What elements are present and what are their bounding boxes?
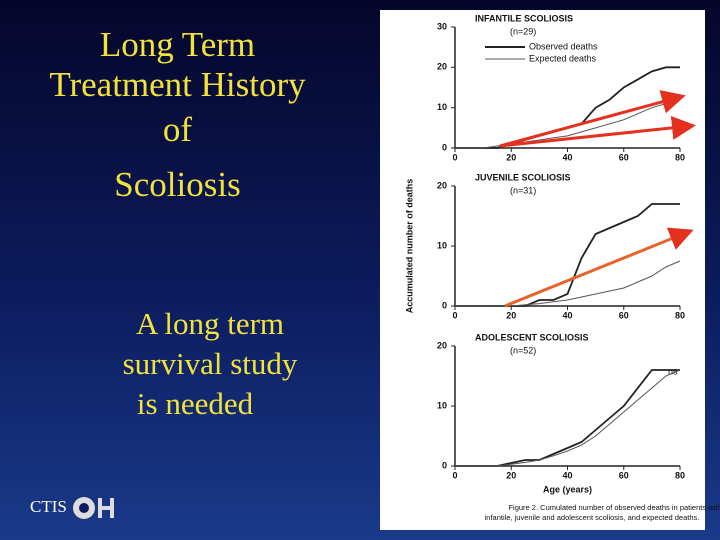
y-tick-label: 20 bbox=[437, 340, 447, 350]
chart-subtitle: (n=52) bbox=[510, 345, 536, 355]
x-tick-label: 80 bbox=[675, 470, 685, 480]
arrow bbox=[499, 115, 696, 148]
series-line bbox=[455, 260, 681, 307]
footer-text: CTIS bbox=[30, 496, 67, 516]
caption: Figure 2. Cumulated number of observed d… bbox=[508, 503, 720, 512]
series-line bbox=[455, 369, 681, 467]
logo bbox=[73, 497, 115, 519]
legend-label: Expected deaths bbox=[529, 53, 597, 63]
y-tick-label: 0 bbox=[442, 300, 447, 310]
chart-title: ADOLESCENT SCOLIOSIS bbox=[475, 332, 589, 342]
legend-label: Observed deaths bbox=[529, 41, 598, 51]
title-line: Scoliosis bbox=[114, 165, 241, 204]
chart-title: JUVENILE SCOLIOSIS bbox=[475, 172, 571, 182]
title-line: Treatment History bbox=[49, 65, 306, 104]
x-tick-label: 60 bbox=[619, 152, 629, 162]
y-axis-label: Accumulated number of deaths bbox=[404, 179, 414, 314]
y-tick-label: 20 bbox=[437, 62, 447, 72]
x-tick-label: 60 bbox=[619, 470, 629, 480]
x-tick-label: 40 bbox=[562, 470, 572, 480]
chart-title: INFANTILE SCOLIOSIS bbox=[475, 13, 573, 23]
y-tick-label: 10 bbox=[437, 240, 447, 250]
x-tick-label: 80 bbox=[675, 152, 685, 162]
x-tick-label: 40 bbox=[562, 152, 572, 162]
subtitle-line: is needed bbox=[136, 386, 254, 421]
x-tick-label: 0 bbox=[452, 310, 457, 320]
x-tick-label: 0 bbox=[452, 152, 457, 162]
x-tick-label: 40 bbox=[562, 310, 572, 320]
chart-subtitle: (n=29) bbox=[510, 26, 536, 36]
y-tick-label: 10 bbox=[437, 400, 447, 410]
chart-subtitle: (n=31) bbox=[510, 185, 536, 195]
figure-panel bbox=[380, 10, 705, 530]
arrow bbox=[499, 90, 686, 148]
y-tick-label: 10 bbox=[437, 102, 447, 112]
arrow bbox=[504, 227, 694, 308]
x-tick-label: 20 bbox=[506, 470, 516, 480]
subtitle-line: survival study bbox=[122, 346, 298, 381]
series-line bbox=[455, 369, 680, 467]
title-line: of bbox=[162, 110, 193, 149]
caption: infantile, juvenile and adolescent scoli… bbox=[485, 513, 700, 522]
subtitle-line: A long term bbox=[135, 306, 285, 341]
footer: CTIS bbox=[30, 495, 117, 521]
y-tick-label: 0 bbox=[442, 142, 447, 152]
x-tick-label: 20 bbox=[506, 152, 516, 162]
y-tick-label: 30 bbox=[437, 21, 447, 31]
x-tick-label: 0 bbox=[452, 470, 457, 480]
x-tick-label: 60 bbox=[619, 310, 629, 320]
annotation: ns bbox=[668, 366, 678, 376]
x-tick-label: 20 bbox=[506, 310, 516, 320]
title-line: Long Term bbox=[99, 25, 256, 64]
y-tick-label: 0 bbox=[442, 460, 447, 470]
x-axis-label: Age (years) bbox=[543, 484, 592, 494]
x-tick-label: 80 bbox=[675, 310, 685, 320]
y-tick-label: 20 bbox=[437, 180, 447, 190]
